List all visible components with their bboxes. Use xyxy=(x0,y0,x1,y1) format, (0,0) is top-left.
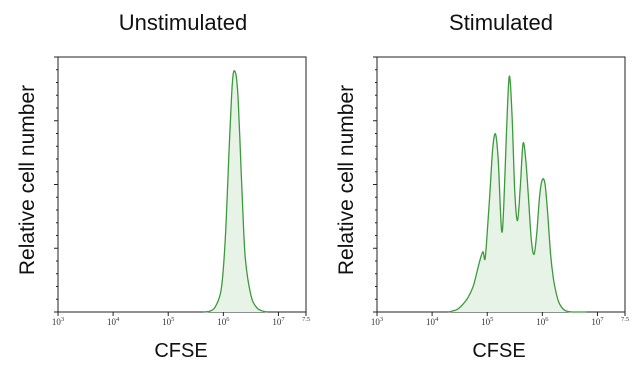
x-tick-label: 103 xyxy=(52,316,64,327)
tick-base: 10 xyxy=(371,317,381,327)
x-tick-label: 107 xyxy=(272,316,285,327)
x-tick-label: 103 xyxy=(371,316,383,327)
tick-exponent: 7 xyxy=(600,316,604,323)
tick-exponent: 7.5 xyxy=(621,316,629,323)
tick-exponent: 4 xyxy=(116,316,120,323)
x-tick-label: 7.5 xyxy=(621,316,629,323)
x-tick-label: 104 xyxy=(107,316,120,327)
tick-exponent: 5 xyxy=(171,316,174,323)
histogram-area xyxy=(448,76,587,313)
x-tick-label: 107 xyxy=(591,316,604,327)
plot-frame xyxy=(57,56,307,313)
tick-exponent: 7.5 xyxy=(302,316,310,323)
plot-area: 103 104 105 106 107 7.5 xyxy=(52,56,310,327)
histogram-line xyxy=(448,75,587,313)
chart-panel-stimulated: Stimulated Relative cell number CFSE 103… xyxy=(335,10,629,362)
tick-exponent: 3 xyxy=(380,316,383,323)
y-axis-label: Relative cell number xyxy=(335,85,358,275)
tick-exponent: 4 xyxy=(435,316,439,323)
x-axis-label: CFSE xyxy=(472,340,525,362)
x-axis-label: CFSE xyxy=(154,340,207,362)
x-tick-label: 105 xyxy=(162,316,174,327)
x-tick-label: 105 xyxy=(481,316,493,327)
x-tick-label: 7.5 xyxy=(302,316,310,323)
tick-base: 10 xyxy=(481,317,491,327)
histogram-line xyxy=(203,70,268,313)
tick-exponent: 5 xyxy=(490,316,493,323)
tick-base: 10 xyxy=(536,317,546,327)
tick-base: 10 xyxy=(52,317,62,327)
chart-panel-unstimulated: Unstimulated Relative cell number CFSE 1… xyxy=(16,10,310,362)
y-axis-label: Relative cell number xyxy=(16,85,39,275)
tick-base: 10 xyxy=(107,317,117,327)
chart-title: Unstimulated xyxy=(119,10,247,35)
tick-exponent: 6 xyxy=(226,316,230,323)
tick-base: 10 xyxy=(162,317,172,327)
tick-base: 10 xyxy=(217,317,227,327)
chart-title: Stimulated xyxy=(449,10,553,35)
tick-base: 10 xyxy=(426,317,436,327)
x-tick-label: 106 xyxy=(536,316,549,327)
plot-area: 103 104 105 106 107 7.5 xyxy=(371,56,629,327)
tick-exponent: 6 xyxy=(545,316,549,323)
x-tick-label: 106 xyxy=(217,316,230,327)
tick-base: 10 xyxy=(272,317,282,327)
tick-exponent: 3 xyxy=(61,316,64,323)
tick-base: 10 xyxy=(591,317,601,327)
tick-exponent: 7 xyxy=(281,316,285,323)
histogram-area xyxy=(204,70,268,312)
x-tick-label: 104 xyxy=(426,316,439,327)
